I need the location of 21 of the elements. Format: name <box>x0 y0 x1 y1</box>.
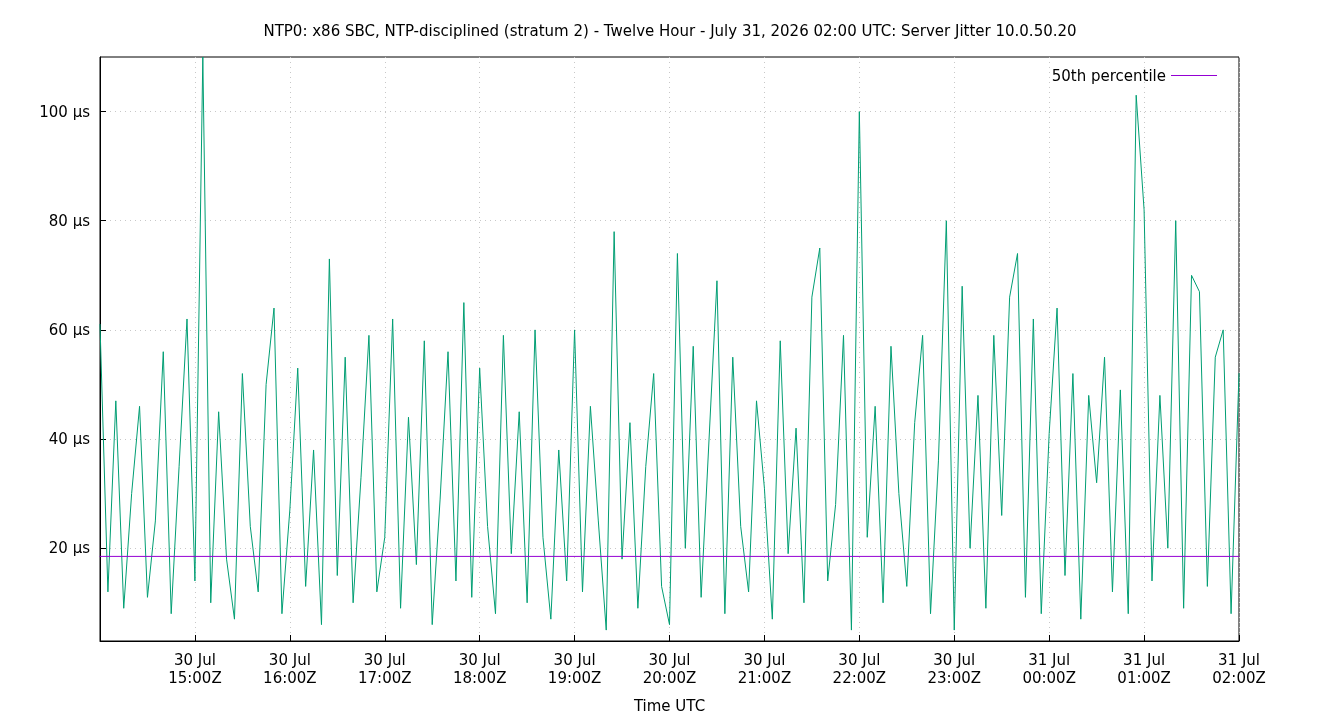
y-tick-label: 60 µs <box>48 320 91 339</box>
x-axis-title: Time UTC <box>632 696 706 715</box>
x-tick-label: 30 Jul 18:00Z <box>452 651 507 687</box>
x-tick-label: 31 Jul 01:00Z <box>1117 651 1171 687</box>
chart-title: NTP0: x86 SBC, NTP-disciplined (stratum 2) - Twelve Hour - July 31, 2026 02:00 UTC: Server Jitter 10.0.50.20 <box>263 21 1077 40</box>
legend-label: 50th percentile <box>1051 66 1166 85</box>
x-tick-label: 31 Jul 00:00Z <box>1022 651 1076 687</box>
y-tick-label: 100 µs <box>39 102 91 121</box>
x-tick-label: 30 Jul 21:00Z <box>737 651 792 687</box>
x-tick-label: 31 Jul 02:00Z <box>1212 651 1266 687</box>
x-tick-label: 30 Jul 19:00Z <box>547 651 602 687</box>
line-series <box>99 56 1240 631</box>
x-tick-label: 30 Jul 17:00Z <box>357 651 412 687</box>
x-tick-label: 30 Jul 23:00Z <box>927 651 982 687</box>
x-tick-label: 30 Jul 22:00Z <box>832 651 887 687</box>
y-tick-label: 40 µs <box>48 430 91 449</box>
x-tick-label: 30 Jul 16:00Z <box>263 651 317 687</box>
y-tick-label: 20 µs <box>48 539 91 558</box>
x-tick-label: 30 Jul 20:00Z <box>642 651 697 687</box>
y-tick-label: 80 µs <box>48 211 91 230</box>
x-tick-label: 30 Jul 15:00Z <box>168 651 222 687</box>
